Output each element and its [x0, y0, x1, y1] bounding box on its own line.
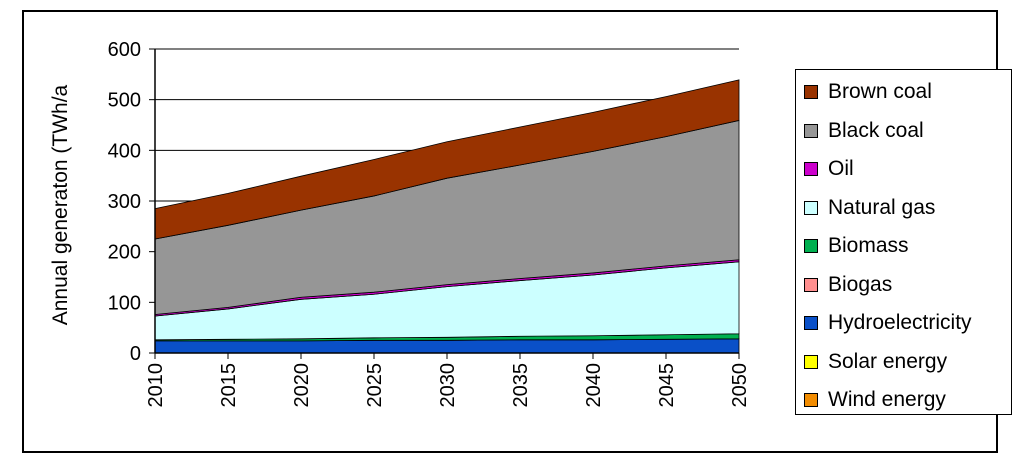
legend-item-solar-energy: Solar energy [804, 349, 947, 375]
legend-swatch [804, 277, 818, 292]
x-tick-label-2010: 2010 [145, 363, 167, 408]
legend-item-oil: Oil [804, 156, 854, 182]
legend-item-biogas: Biogas [804, 272, 892, 298]
legend-swatch [804, 354, 818, 369]
y-tick-label-100: 100 [108, 292, 141, 314]
y-tick-label-200: 200 [108, 242, 141, 264]
x-tick-label-2045: 2045 [656, 363, 678, 408]
legend-swatch [804, 316, 818, 330]
x-tick-label-2015: 2015 [218, 363, 240, 408]
legend-item-brown-coal: Brown coal [804, 79, 932, 105]
legend-label: Solar energy [828, 349, 948, 373]
legend-label: Biomass [828, 234, 909, 257]
y-tick-label-400: 400 [108, 140, 141, 162]
legend-swatch [804, 85, 818, 99]
legend-item-biomass: Biomass [804, 233, 909, 259]
legend-item-natural-gas: Natural gas [804, 195, 935, 221]
chart-plot: 0 100 200 300 400 500 600 2010 2015 2020 2025 2030 2… [108, 39, 751, 408]
y-tick-label-0: 0 [130, 343, 141, 365]
legend-item-black-coal: Black coal [804, 118, 924, 144]
x-tick-label-2050: 2050 [729, 363, 751, 408]
legend-swatch [804, 162, 818, 176]
x-tick-label-2030: 2030 [437, 363, 459, 408]
y-tick-label-500: 500 [108, 90, 141, 112]
legend-swatch [804, 393, 818, 407]
chart-frame: 0 100 200 300 400 500 600 2010 2015 2020 2025 2030 2… [22, 10, 1012, 453]
y-tick-label-300: 300 [108, 191, 141, 213]
legend-label: Biogas [828, 272, 893, 296]
y-tick-label-600: 600 [108, 39, 141, 61]
legend-label: Natural gas [828, 195, 936, 219]
legend-label: Oil [828, 157, 854, 180]
legend-label: Black coal [828, 118, 924, 142]
legend-item-wind-energy: Wind energy [804, 387, 946, 413]
legend-label: Hydroelectricity [828, 311, 972, 334]
legend-item-hydroelectricity: Hydroelectricity [804, 310, 972, 336]
legend-swatch [804, 200, 818, 215]
area-brown-coal [154, 79, 740, 240]
legend-swatch [804, 123, 818, 138]
x-tick-label-2025: 2025 [364, 363, 386, 408]
x-tick-label-2020: 2020 [291, 363, 313, 408]
x-tick-label-2040: 2040 [583, 363, 605, 408]
legend-label: Wind energy [828, 388, 946, 411]
legend-label: Brown coal [828, 80, 932, 103]
x-tick-label-2035: 2035 [510, 363, 532, 408]
y-axis-label: Annual generaton (TWh/a [49, 84, 72, 326]
legend: Brown coal Black coal Oil Natural gas Biomas… [795, 69, 1012, 415]
legend-swatch [804, 239, 818, 253]
